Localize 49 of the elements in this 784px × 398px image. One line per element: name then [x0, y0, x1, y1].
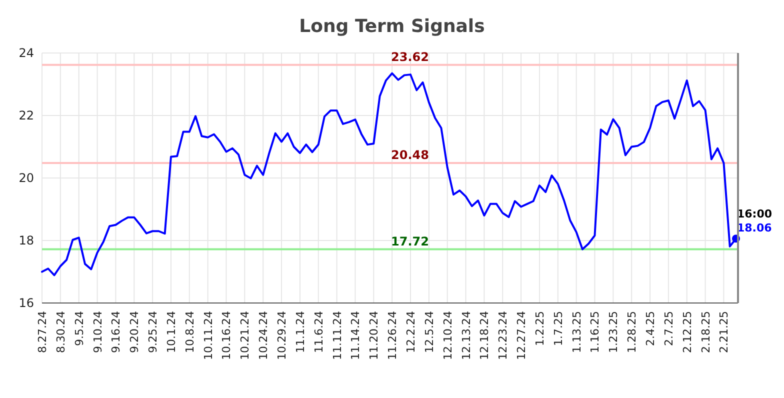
x-tick-label: 2.12.25 — [680, 311, 694, 353]
x-tick-label: 1.28.25 — [626, 311, 639, 353]
x-tick-label: 12.27.24 — [515, 311, 528, 360]
y-tick-label: 18 — [18, 234, 34, 248]
y-tick-label: 16 — [18, 296, 34, 310]
x-tick-label: 11.1.24 — [294, 311, 307, 353]
y-tick-label: 24 — [18, 46, 34, 60]
x-tick-label: 12.10.24 — [441, 311, 454, 360]
y-tick-label: 20 — [18, 171, 34, 186]
x-tick-label: 12.5.24 — [422, 311, 436, 353]
x-tick-label: 12.23.24 — [496, 311, 510, 360]
x-tick-label: 11.11.24 — [330, 311, 344, 360]
x-tick-label: 2.18.25 — [699, 311, 712, 353]
ref-line-label: 23.62 — [391, 50, 429, 64]
chart-title: Long Term Signals — [299, 16, 485, 37]
x-tick-label: 10.24.24 — [257, 311, 270, 360]
x-tick-label: 9.16.24 — [110, 311, 123, 353]
x-tick-label: 10.21.24 — [238, 311, 252, 360]
x-tick-label: 1.7.25 — [552, 311, 565, 346]
ref-line-label: 17.72 — [391, 234, 429, 248]
x-tick-label: 1.2.25 — [533, 311, 546, 346]
x-tick-label: 2.7.25 — [662, 311, 676, 346]
y-tick-label: 22 — [18, 108, 34, 123]
x-tick-label: 10.1.24 — [164, 311, 178, 353]
x-tick-label: 9.25.24 — [146, 311, 160, 353]
x-tick-label: 1.13.25 — [570, 311, 584, 353]
x-tick-label: 10.8.24 — [183, 311, 196, 353]
x-tick-label: 11.26.24 — [386, 311, 400, 360]
x-tick-label: 11.6.24 — [312, 311, 326, 353]
x-tick-label: 12.18.24 — [478, 311, 492, 360]
x-tick-label: 1.16.25 — [588, 311, 602, 353]
x-tick-label: 10.16.24 — [220, 311, 234, 360]
x-tick-label: 10.29.24 — [276, 311, 289, 360]
x-tick-label: 12.2.24 — [404, 311, 418, 353]
x-tick-label: 9.5.24 — [72, 311, 86, 346]
x-tick-label: 2.4.25 — [644, 311, 658, 346]
x-tick-label: 11.20.24 — [368, 311, 381, 360]
x-tick-label: 1.23.25 — [607, 311, 620, 353]
annotation: 16:00 — [737, 208, 772, 221]
data-label: 18.06 — [737, 222, 772, 235]
ref-line-label: 20.48 — [391, 148, 429, 162]
x-tick-label: 8.27.24 — [36, 311, 49, 353]
x-tick-label: 2.21.25 — [718, 311, 731, 353]
x-tick-label: 9.10.24 — [91, 311, 104, 353]
x-tick-label: 12.13.24 — [460, 311, 473, 360]
x-tick-label: 11.14.24 — [349, 311, 362, 360]
x-tick-label: 10.11.24 — [202, 311, 215, 360]
x-tick-label: 8.30.24 — [54, 311, 68, 353]
x-tick-label: 9.20.24 — [128, 311, 142, 353]
